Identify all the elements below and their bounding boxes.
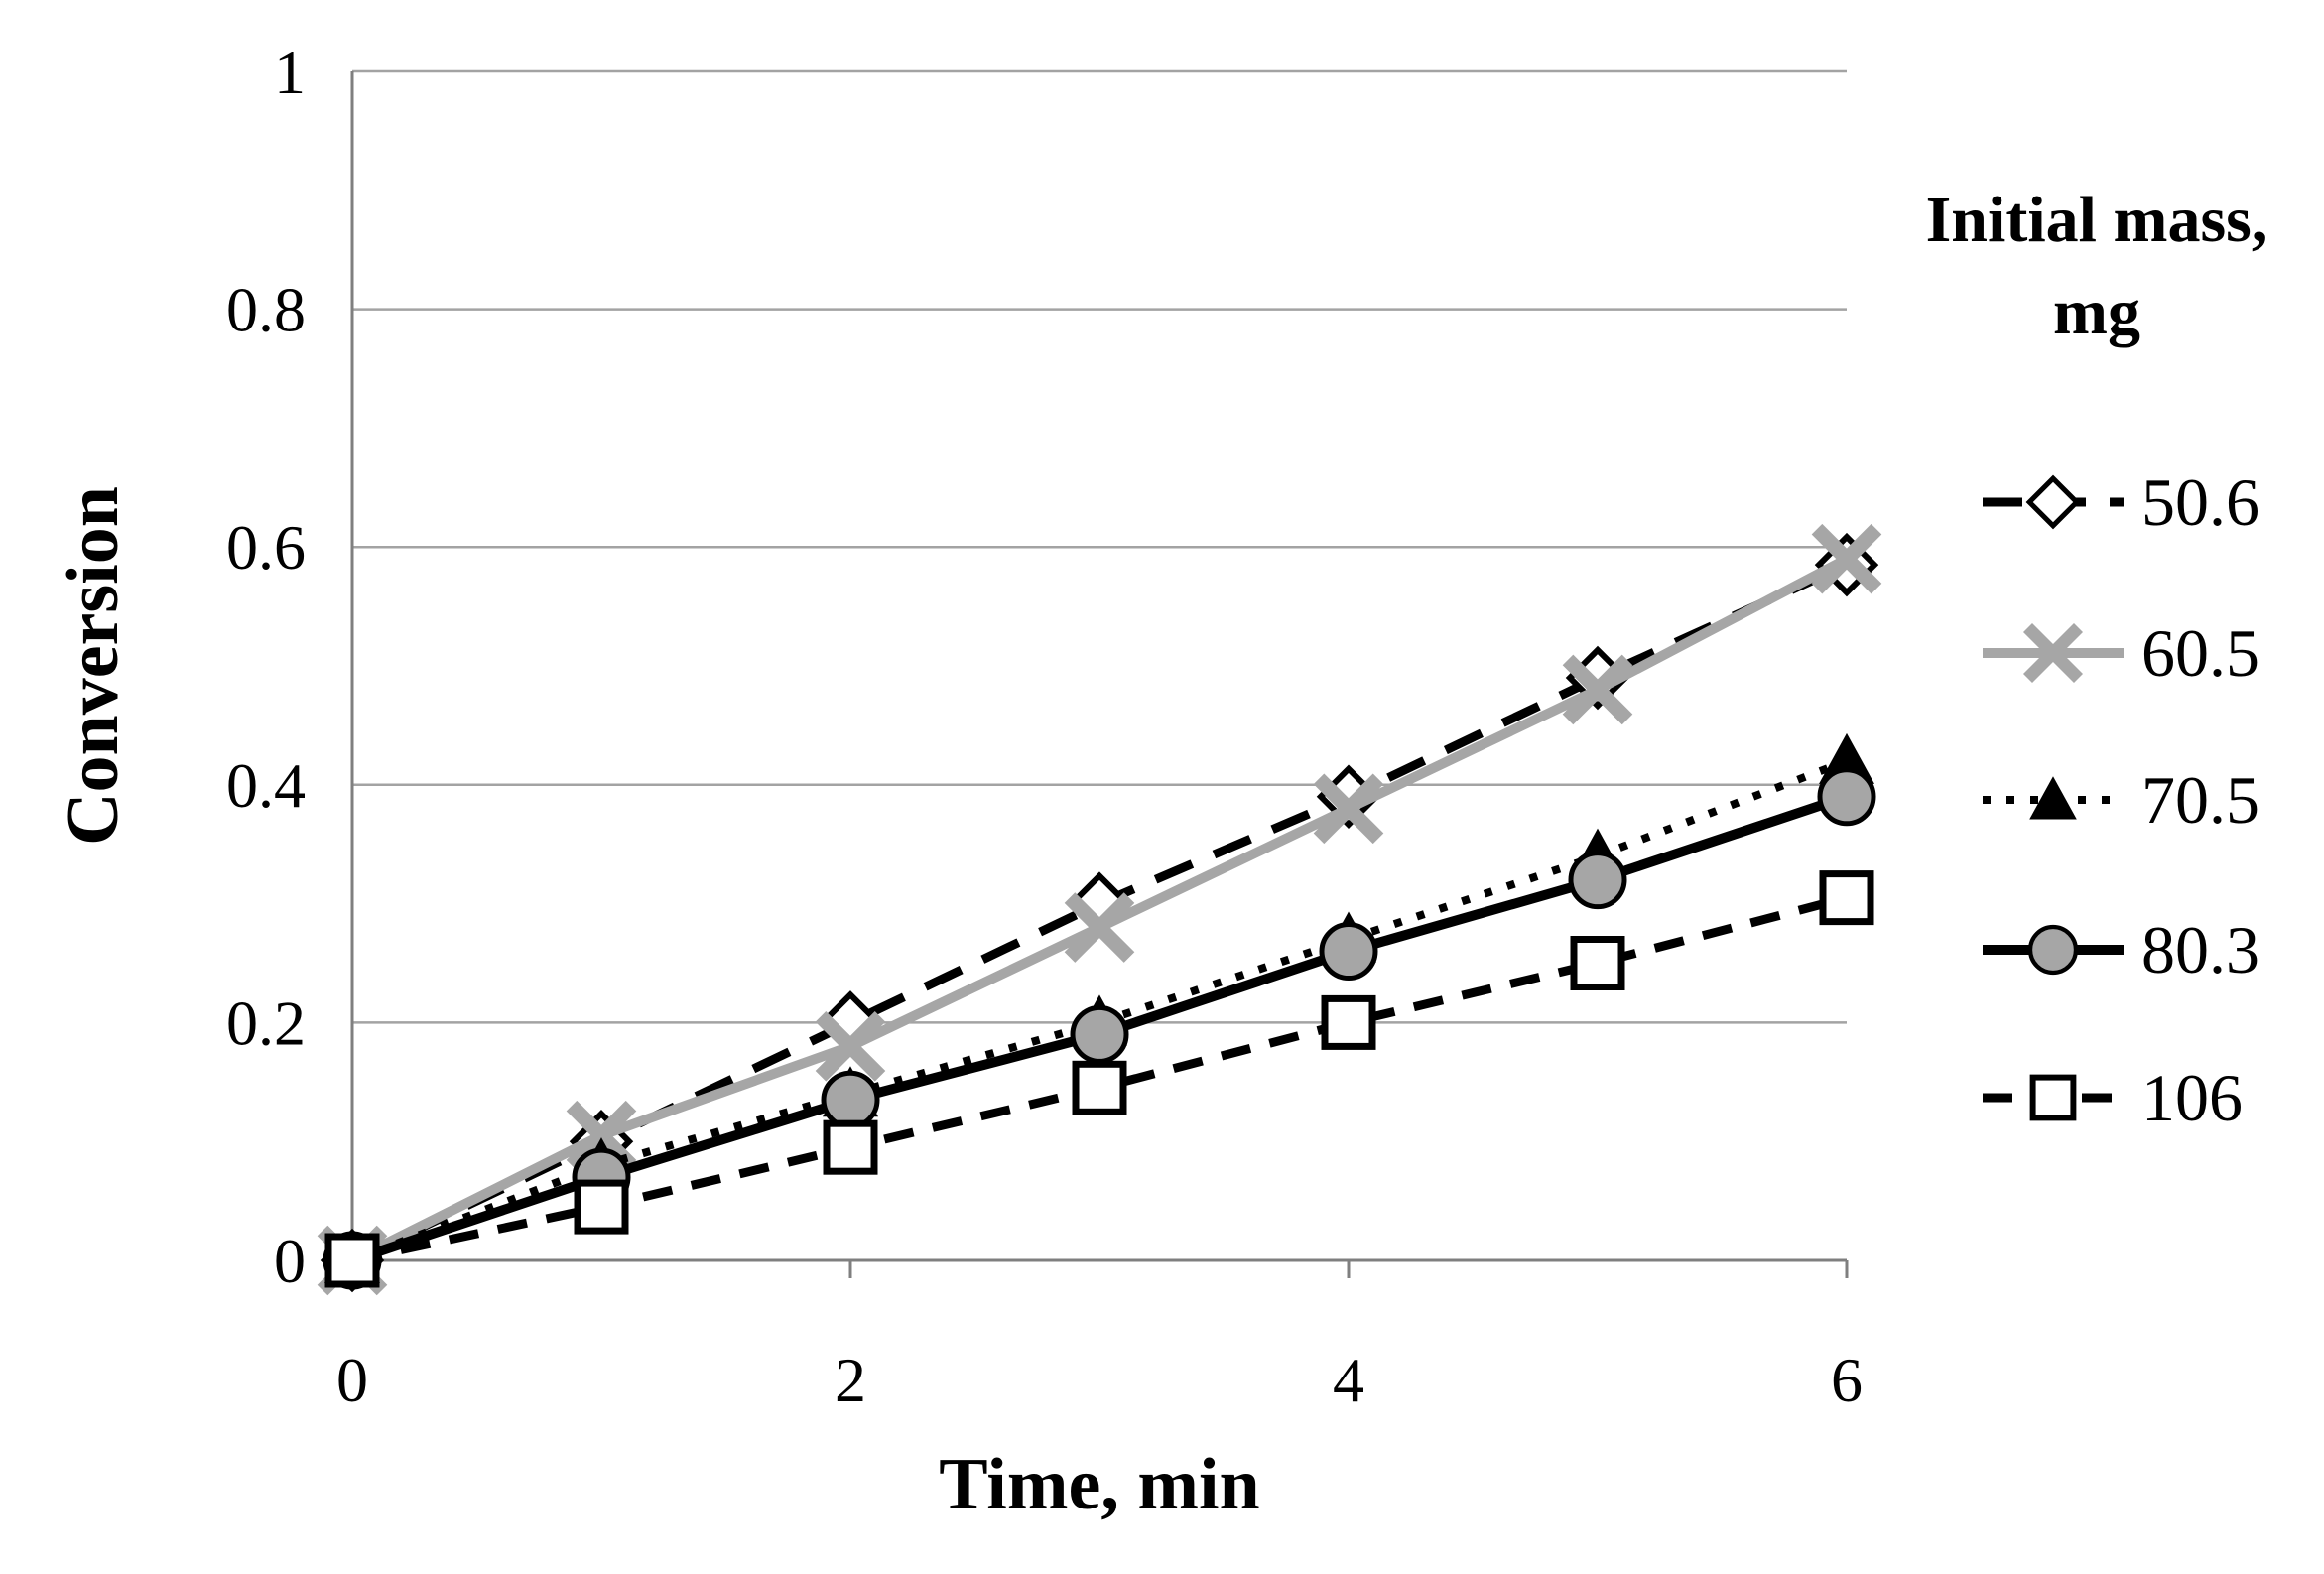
- legend-entry-50.6: 50.6: [1983, 464, 2259, 540]
- open-square-marker: [574, 1179, 629, 1235]
- x-cross-marker: [1313, 773, 1384, 845]
- y-axis-title: Conversion: [53, 486, 134, 846]
- gray-circle-marker: [1070, 1004, 1129, 1064]
- x-tick-label-0: 0: [336, 1345, 368, 1415]
- x-tick-label-2: 2: [835, 1345, 866, 1415]
- open-square-marker: [1321, 994, 1376, 1050]
- legend-label-70.5: 70.5: [2141, 762, 2259, 838]
- x-tick-label-4: 4: [1333, 1345, 1364, 1415]
- series-106: [324, 870, 1874, 1288]
- filled-triangle-marker: [2029, 776, 2077, 820]
- open-square-marker: [1819, 870, 1874, 926]
- open-square-marker: [1570, 936, 1625, 990]
- legend-entry-80.3: 80.3: [1983, 912, 2259, 987]
- y-tick-label-0: 0: [274, 1226, 306, 1296]
- series-50.6: [320, 532, 1879, 1293]
- legend-entries: 50.6 60.5 70.5 80.3 106: [1983, 464, 2259, 1135]
- legend-entry-106: 106: [1983, 1060, 2243, 1135]
- x-axis-title: Time, min: [939, 1444, 1259, 1525]
- legend-label-106: 106: [2141, 1060, 2243, 1135]
- gray-circle-marker: [821, 1070, 880, 1129]
- tick-labels: 0 0.2 0.4 0.6 0.8 1 0 2 4 6: [226, 37, 1863, 1415]
- y-tick-label-0.2: 0.2: [226, 987, 306, 1058]
- x-cross-marker: [1064, 892, 1135, 963]
- y-tick-label-0.4: 0.4: [226, 750, 306, 821]
- x-tick-label-6: 6: [1831, 1345, 1863, 1415]
- gray-circle-marker: [1319, 922, 1378, 982]
- x-cross-marker: [2022, 622, 2084, 684]
- legend-title-line-1: Initial mass,: [1926, 184, 2268, 256]
- y-tick-label-0.8: 0.8: [226, 275, 306, 345]
- series-80.3: [323, 767, 1876, 1290]
- open-diamond-marker: [2025, 474, 2081, 530]
- legend-title-line-2: mg: [2053, 276, 2140, 348]
- gray-circle-marker: [1568, 851, 1627, 910]
- legend: Initial mass, mg 50.6 60.5 70.5 80.3 106: [1926, 184, 2268, 1135]
- x-cross-marker: [566, 1100, 637, 1171]
- open-square-marker: [324, 1233, 380, 1288]
- legend-label-60.5: 60.5: [2141, 615, 2259, 691]
- open-square-marker: [823, 1119, 878, 1175]
- x-cross-marker: [815, 1011, 886, 1082]
- legend-label-50.6: 50.6: [2141, 464, 2259, 540]
- y-tick-label-0.6: 0.6: [226, 512, 306, 583]
- legend-entry-70.5: 70.5: [1983, 762, 2259, 838]
- gray-circle-marker: [2027, 924, 2079, 976]
- gridlines: [352, 69, 1847, 1024]
- gray-circle-marker: [1817, 767, 1876, 827]
- open-square-marker: [1072, 1060, 1127, 1115]
- axes: [350, 71, 1849, 1278]
- series-layer: [317, 523, 1882, 1296]
- legend-label-80.3: 80.3: [2141, 912, 2259, 987]
- legend-entry-60.5: 60.5: [1983, 615, 2259, 691]
- y-tick-label-1: 1: [274, 37, 306, 107]
- x-cross-marker: [1562, 654, 1633, 725]
- x-cross-marker: [1811, 523, 1882, 594]
- open-square-marker: [2029, 1074, 2077, 1121]
